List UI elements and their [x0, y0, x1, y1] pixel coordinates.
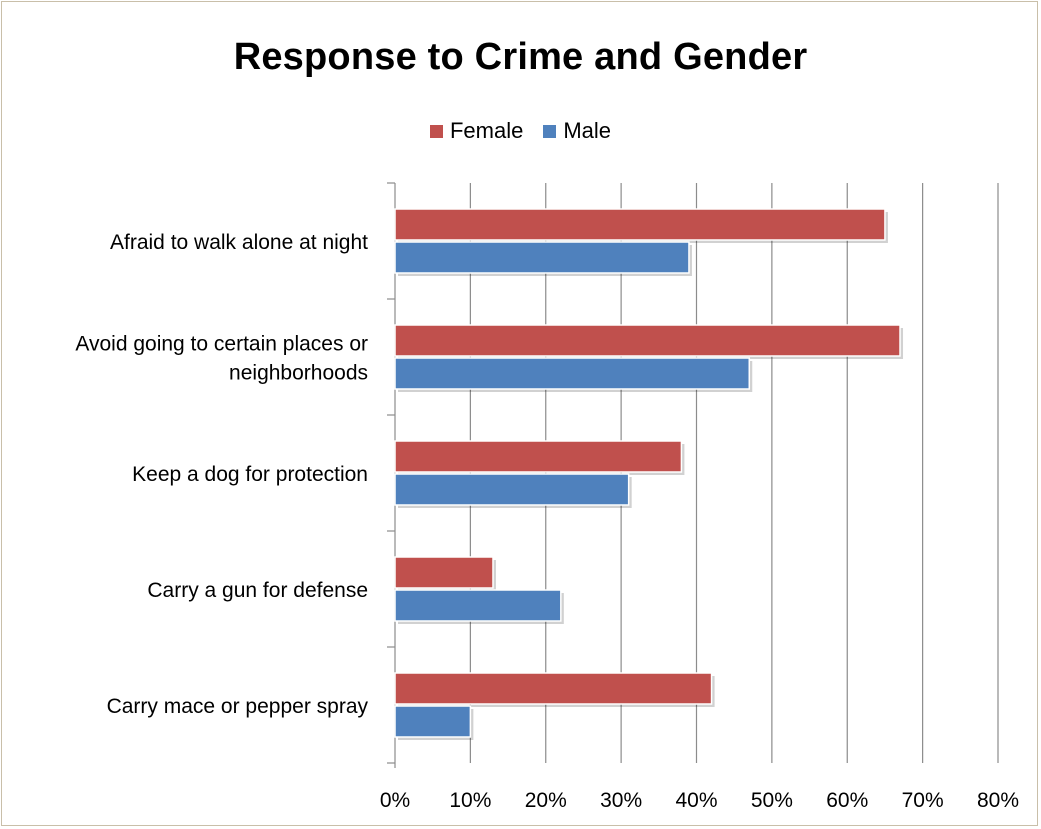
category-label: Avoid going to certain places or — [75, 333, 368, 356]
category-label: Carry mace or pepper spray — [107, 695, 369, 718]
category-label: Keep a dog for protection — [132, 463, 368, 486]
category-label: neighborhoods — [229, 362, 368, 385]
chart-legend: Female Male — [0, 118, 1041, 144]
legend-label-male: Male — [563, 118, 612, 143]
bar-male — [394, 473, 630, 506]
bar-female — [394, 324, 901, 357]
bar-female — [394, 672, 713, 705]
x-tick-label: 50% — [751, 789, 793, 812]
x-tick-label: 80% — [977, 789, 1019, 812]
x-tick-label: 20% — [525, 789, 567, 812]
bar-male — [394, 357, 751, 390]
bar-male — [394, 241, 690, 274]
legend-swatch-male — [543, 124, 557, 138]
bar-female — [394, 208, 886, 241]
x-tick-label: 0% — [380, 789, 410, 812]
category-label: Afraid to walk alone at night — [110, 231, 368, 254]
legend-item-female: Female — [429, 118, 524, 144]
bar-male — [394, 705, 472, 738]
x-tick-label: 60% — [826, 789, 868, 812]
x-tick-label: 30% — [600, 789, 642, 812]
bar-male — [394, 589, 562, 622]
bar-female — [394, 440, 683, 473]
x-tick-label: 40% — [675, 789, 717, 812]
legend-item-male: Male — [543, 118, 611, 144]
x-tick-label: 70% — [902, 789, 944, 812]
category-label: Carry a gun for defense — [147, 579, 368, 602]
chart-title: Response to Crime and Gender — [233, 36, 808, 78]
bar-female — [394, 556, 494, 589]
x-tick-label: 10% — [449, 789, 491, 812]
legend-label-female: Female — [449, 118, 524, 143]
legend-swatch-female — [429, 124, 443, 138]
